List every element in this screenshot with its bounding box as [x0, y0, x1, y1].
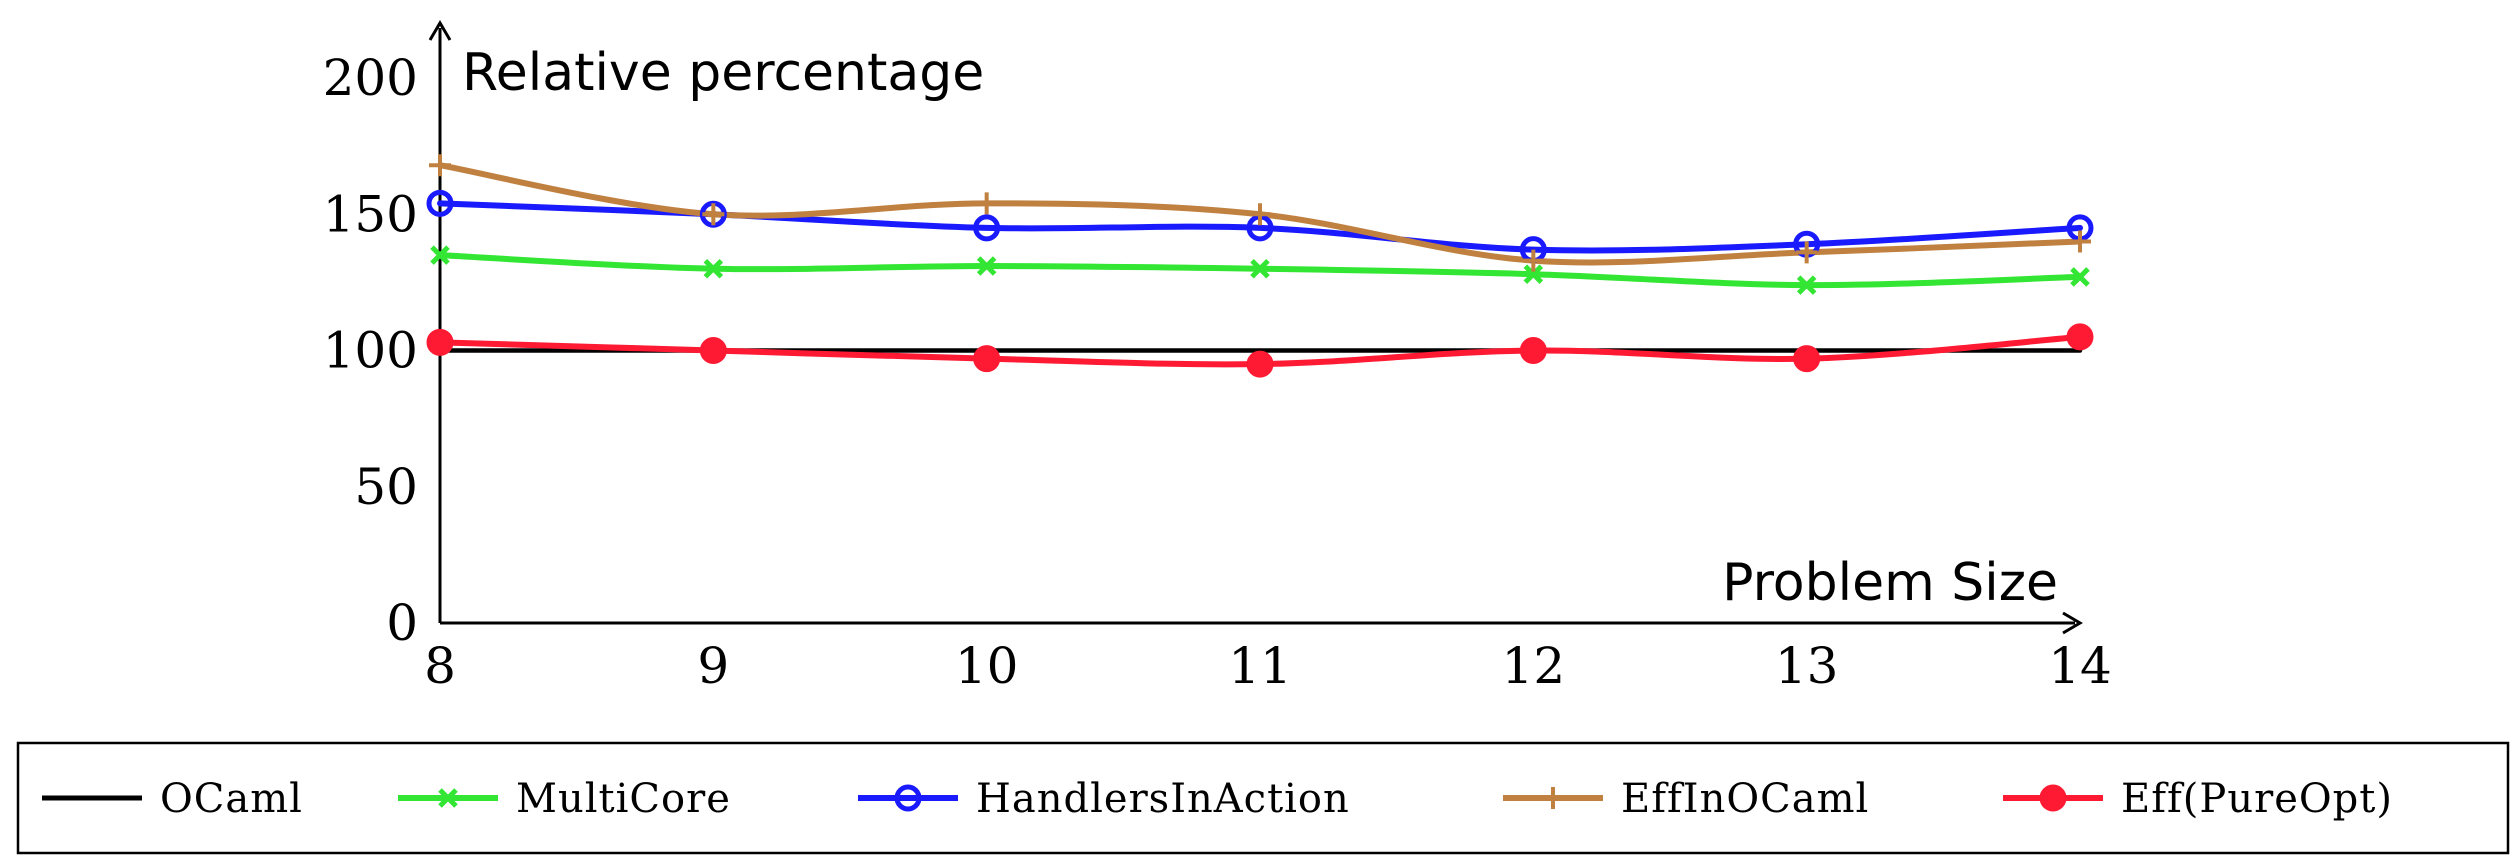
data-point-handlersinaction: [426, 189, 454, 217]
legend-marker: [2039, 784, 2067, 812]
data-point-handlersinaction: [973, 214, 1001, 242]
legend-item-eff-pureopt: Eff(PureOpt): [2003, 776, 2393, 822]
data-point-effinocaml: [429, 154, 451, 177]
legend-marker: [894, 784, 922, 812]
data-point-effinocaml: [702, 203, 725, 226]
legend-label: MultiCore: [516, 776, 731, 822]
legend-label: HandlersInAction: [976, 776, 1350, 822]
legend-item-effinocaml: EffInOCaml: [1503, 776, 1869, 822]
data-point-eff-pureopt: [699, 337, 727, 364]
data-point-eff-pureopt: [973, 345, 1001, 373]
y-tick-label: 50: [354, 458, 418, 516]
y-tick-label: 0: [386, 594, 418, 652]
y-tick-label: 100: [323, 322, 418, 380]
legend-label: OCaml: [160, 776, 303, 822]
x-tick-label: 9: [697, 637, 729, 695]
x-axis-label: Problem Size: [1722, 553, 2058, 613]
y-tick-label: 150: [323, 185, 418, 243]
legend-item-ocaml: OCaml: [42, 776, 303, 822]
data-point-effinocaml: [975, 192, 998, 215]
data-point-eff-pureopt: [2066, 323, 2094, 351]
x-tick-label: 8: [424, 637, 456, 695]
legend-item-multicore: MultiCore: [398, 776, 731, 822]
legend-item-handlersinaction: HandlersInAction: [858, 776, 1350, 822]
data-point-multicore: [2070, 267, 2090, 287]
x-tick-label: 14: [2048, 637, 2112, 695]
x-ticks: 8 9 10 11 12 13 14: [424, 637, 2112, 695]
legend-label: EffInOCaml: [1621, 776, 1869, 822]
data-point-eff-pureopt: [1246, 350, 1274, 378]
x-tick-label: 11: [1228, 637, 1292, 695]
y-ticks: 0 50 100 150 200: [323, 49, 418, 652]
x-tick-label: 13: [1775, 637, 1839, 695]
x-tick-label: 12: [1502, 637, 1566, 695]
data-point-multicore: [430, 245, 450, 265]
legend-label: Eff(PureOpt): [2121, 776, 2393, 822]
series-markers: [426, 154, 2094, 378]
data-point-effinocaml: [2069, 230, 2091, 253]
data-point-multicore: [1523, 264, 1544, 284]
data-point-eff-pureopt: [426, 328, 454, 356]
data-point-multicore: [1250, 258, 1270, 279]
legend: OCaml MultiCore HandlersInAction EffInOCaml…: [16, 741, 2510, 855]
data-point-effinocaml: [1522, 249, 1545, 272]
y-axis-arrow: [428, 20, 452, 41]
data-point-multicore: [976, 256, 997, 276]
y-axis-label: Relative percentage: [462, 43, 984, 103]
data-point-multicore: [703, 258, 724, 279]
data-point-multicore: [1796, 275, 1817, 295]
data-point-effinocaml: [1249, 203, 1271, 226]
legend-marker: [438, 788, 458, 808]
data-point-eff-pureopt: [1519, 337, 1547, 364]
x-tick-label: 10: [955, 637, 1019, 695]
legend-marker: [1542, 787, 1564, 809]
axes: Relative percentage Problem Size: [428, 20, 2083, 635]
series-lines: [437, 162, 2083, 368]
y-tick-label: 200: [323, 49, 418, 107]
data-point-eff-pureopt: [1793, 345, 1821, 373]
x-axis-arrow: [2062, 611, 2083, 635]
data-point-effinocaml: [1795, 241, 1818, 264]
